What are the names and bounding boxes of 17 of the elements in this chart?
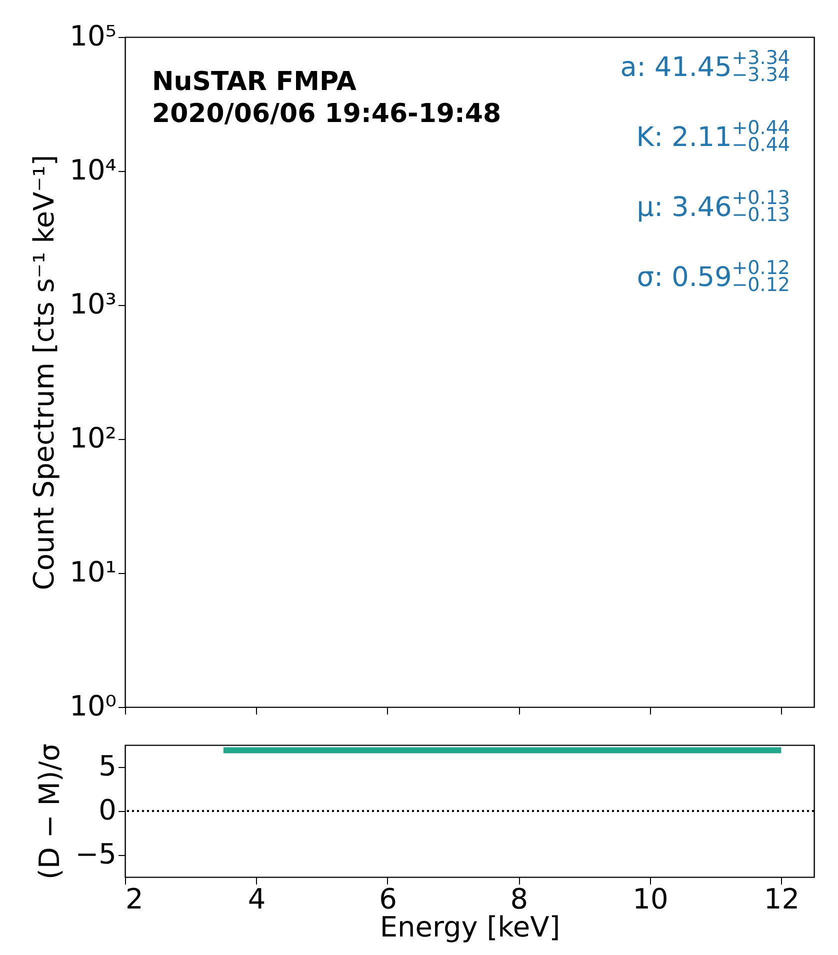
y-tick-label: 10² — [70, 422, 116, 454]
y-tick-label: −5 — [75, 838, 116, 870]
x-tick-label: 12 — [764, 882, 800, 916]
x-tick-label: 2 — [126, 882, 144, 916]
y-axis-title: Count Spectrum [cts s⁻¹ keV⁻¹] — [28, 154, 61, 590]
y-tick-label: 10¹ — [70, 556, 116, 588]
y-tick-label: 10³ — [70, 288, 116, 320]
y-tick-label: 10⁰ — [70, 690, 116, 722]
y-tick-label: 10⁴ — [70, 154, 116, 186]
y-tick-label: 10⁵ — [70, 20, 116, 52]
x-tick-label: 4 — [248, 882, 266, 916]
y-axis-title: (D − M)/σ — [33, 743, 66, 880]
annotation: NuSTAR FMPA — [152, 67, 356, 97]
x-tick-label: 10 — [632, 882, 668, 916]
y-tick-label: 5 — [98, 750, 116, 782]
y-tick-label: 0 — [98, 794, 116, 826]
annotation: 2020/06/06 19:46-19:48 — [152, 99, 502, 129]
